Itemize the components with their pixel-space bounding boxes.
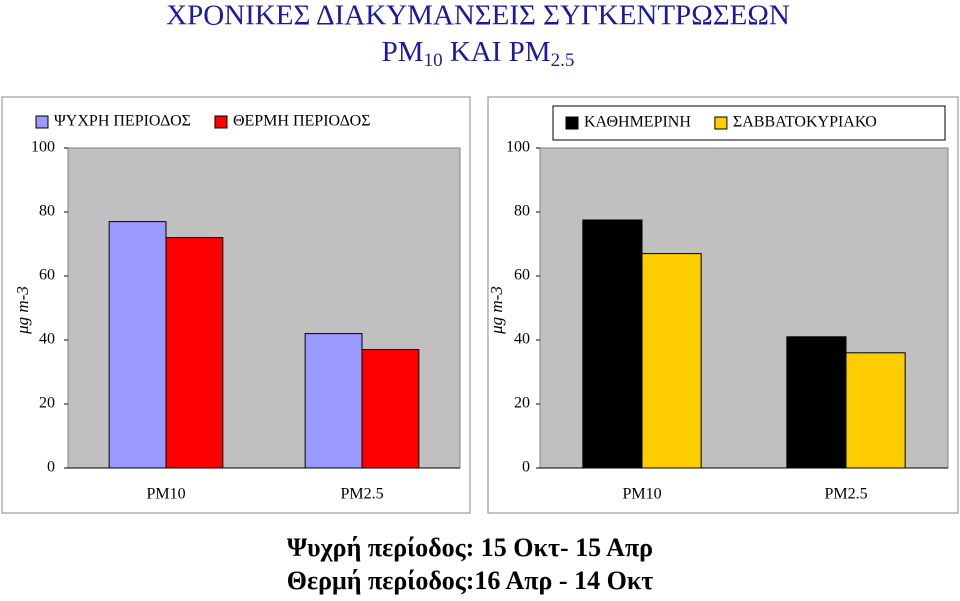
y-tick-label: 80 <box>514 203 530 220</box>
y-tick-label: 40 <box>39 331 55 348</box>
y-tick-label: 20 <box>39 395 55 412</box>
x-tick-label: PM10 <box>146 486 185 503</box>
y-tick-label: 60 <box>39 267 55 284</box>
legend-swatch <box>35 115 49 129</box>
legend-label: ΘΕΡΜΗ ΠΕΡΙΟΔΟΣ <box>233 113 371 130</box>
y-tick-label: 60 <box>514 267 530 284</box>
y-tick-label: 20 <box>514 395 530 412</box>
bar <box>641 253 702 469</box>
bar <box>786 336 847 469</box>
note: Θερμή περίοδος:16 Απρ - 14 Οκτ <box>287 566 654 595</box>
y-axis-label: μg m-3 <box>13 286 32 335</box>
title-part: ΚΑΙ PM <box>443 36 551 68</box>
title-sub: 10 <box>424 50 443 71</box>
x-tick-label: PM2.5 <box>824 486 867 503</box>
bar <box>582 219 643 469</box>
y-tick-label: 40 <box>514 331 530 348</box>
y-tick-label: 0 <box>47 459 55 476</box>
note: Ψυχρή περίοδος: 15 Οκτ- 15 Απρ <box>287 533 653 562</box>
y-tick-label: 100 <box>31 139 55 156</box>
y-axis-label: μg m-3 <box>487 286 506 335</box>
bar <box>361 349 420 469</box>
legend-label: ΨΥΧΡΗ ΠΕΡΙΟΔΟΣ <box>54 113 191 130</box>
y-tick-label: 0 <box>522 459 530 476</box>
x-tick-label: PM2.5 <box>340 486 383 503</box>
legend-label: ΚΑΘΗΜΕΡΙΝΗ <box>584 114 691 131</box>
title-sub: 2.5 <box>551 50 575 71</box>
y-tick-label: 100 <box>506 139 530 156</box>
bar <box>165 237 224 469</box>
legend-swatch <box>214 115 228 129</box>
title-line1: ΧΡΟΝΙΚΕΣ ΔΙΑΚΥΜΑΝΣΕΙΣ ΣΥΓΚΕΝΤΡΩΣΕΩΝ <box>166 0 790 32</box>
x-tick-label: PM10 <box>622 486 661 503</box>
bar <box>108 221 167 469</box>
legend-box <box>552 105 946 141</box>
legend-label: ΣΑΒΒΑΤΟΚΥΡΙΑΚΟ <box>733 114 877 131</box>
bar <box>304 333 363 469</box>
title-part: PM <box>382 36 424 68</box>
bar <box>845 352 906 469</box>
legend-swatch <box>565 116 579 130</box>
legend-swatch <box>714 116 728 130</box>
title-line2: PM10 ΚΑΙ PM2.5 <box>382 36 575 72</box>
y-tick-label: 80 <box>39 203 55 220</box>
